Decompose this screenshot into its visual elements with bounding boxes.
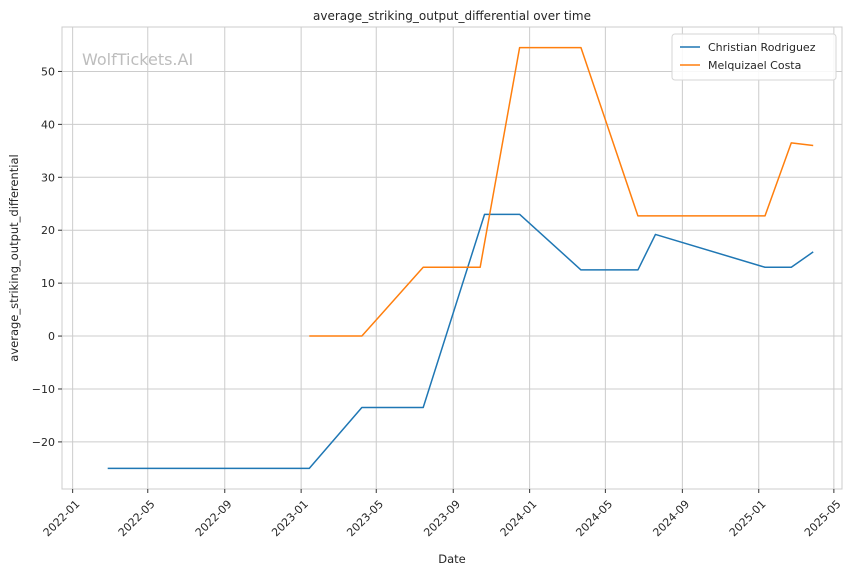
legend-label: Melquizael Costa (708, 59, 801, 72)
y-tick-label: −20 (32, 436, 55, 449)
x-tick-label: 2024-05 (573, 498, 615, 540)
y-tick-label: −10 (32, 383, 55, 396)
x-tick-label: 2024-09 (650, 498, 692, 540)
plot-frame (61, 26, 843, 490)
x-tick-label: 2025-01 (727, 498, 769, 540)
legend: Christian Rodriguez Melquizael Costa (671, 33, 837, 81)
y-tick-label: 10 (41, 277, 55, 290)
y-tick-label: 30 (41, 171, 55, 184)
series-line-1 (107, 213, 814, 470)
legend-label: Christian Rodriguez (708, 41, 816, 54)
x-tick-label: 2025-05 (802, 498, 844, 540)
x-tick-label: 2023-05 (344, 498, 386, 540)
x-tick-label: 2022-05 (116, 498, 158, 540)
legend-box (671, 33, 837, 81)
x-tick-label: 2024-01 (498, 498, 540, 540)
y-tick-label: 40 (41, 118, 55, 131)
x-tick-label: 2022-09 (193, 498, 235, 540)
y-axis-title: average_striking_output_differential (7, 154, 21, 361)
y-axis-ticks: −20 −10 0 10 20 30 40 50 (32, 65, 62, 449)
y-tick-label: 0 (48, 330, 55, 343)
x-tick-label: 2022-01 (41, 498, 83, 540)
grid (62, 27, 842, 489)
watermark: WolfTickets.AI (82, 50, 193, 69)
x-tick-label: 2023-09 (421, 498, 463, 540)
series-line-2 (309, 46, 814, 337)
chart-title: average_striking_output_differential ove… (313, 9, 591, 23)
y-tick-label: 20 (41, 224, 55, 237)
x-axis-title: Date (438, 552, 466, 566)
y-tick-label: 50 (41, 65, 55, 78)
x-axis-ticks: 2022-01 2022-05 2022-09 2023-01 2023-05 2023-… (41, 489, 844, 539)
series-lines (107, 46, 814, 470)
x-tick-label: 2023-01 (269, 498, 311, 540)
